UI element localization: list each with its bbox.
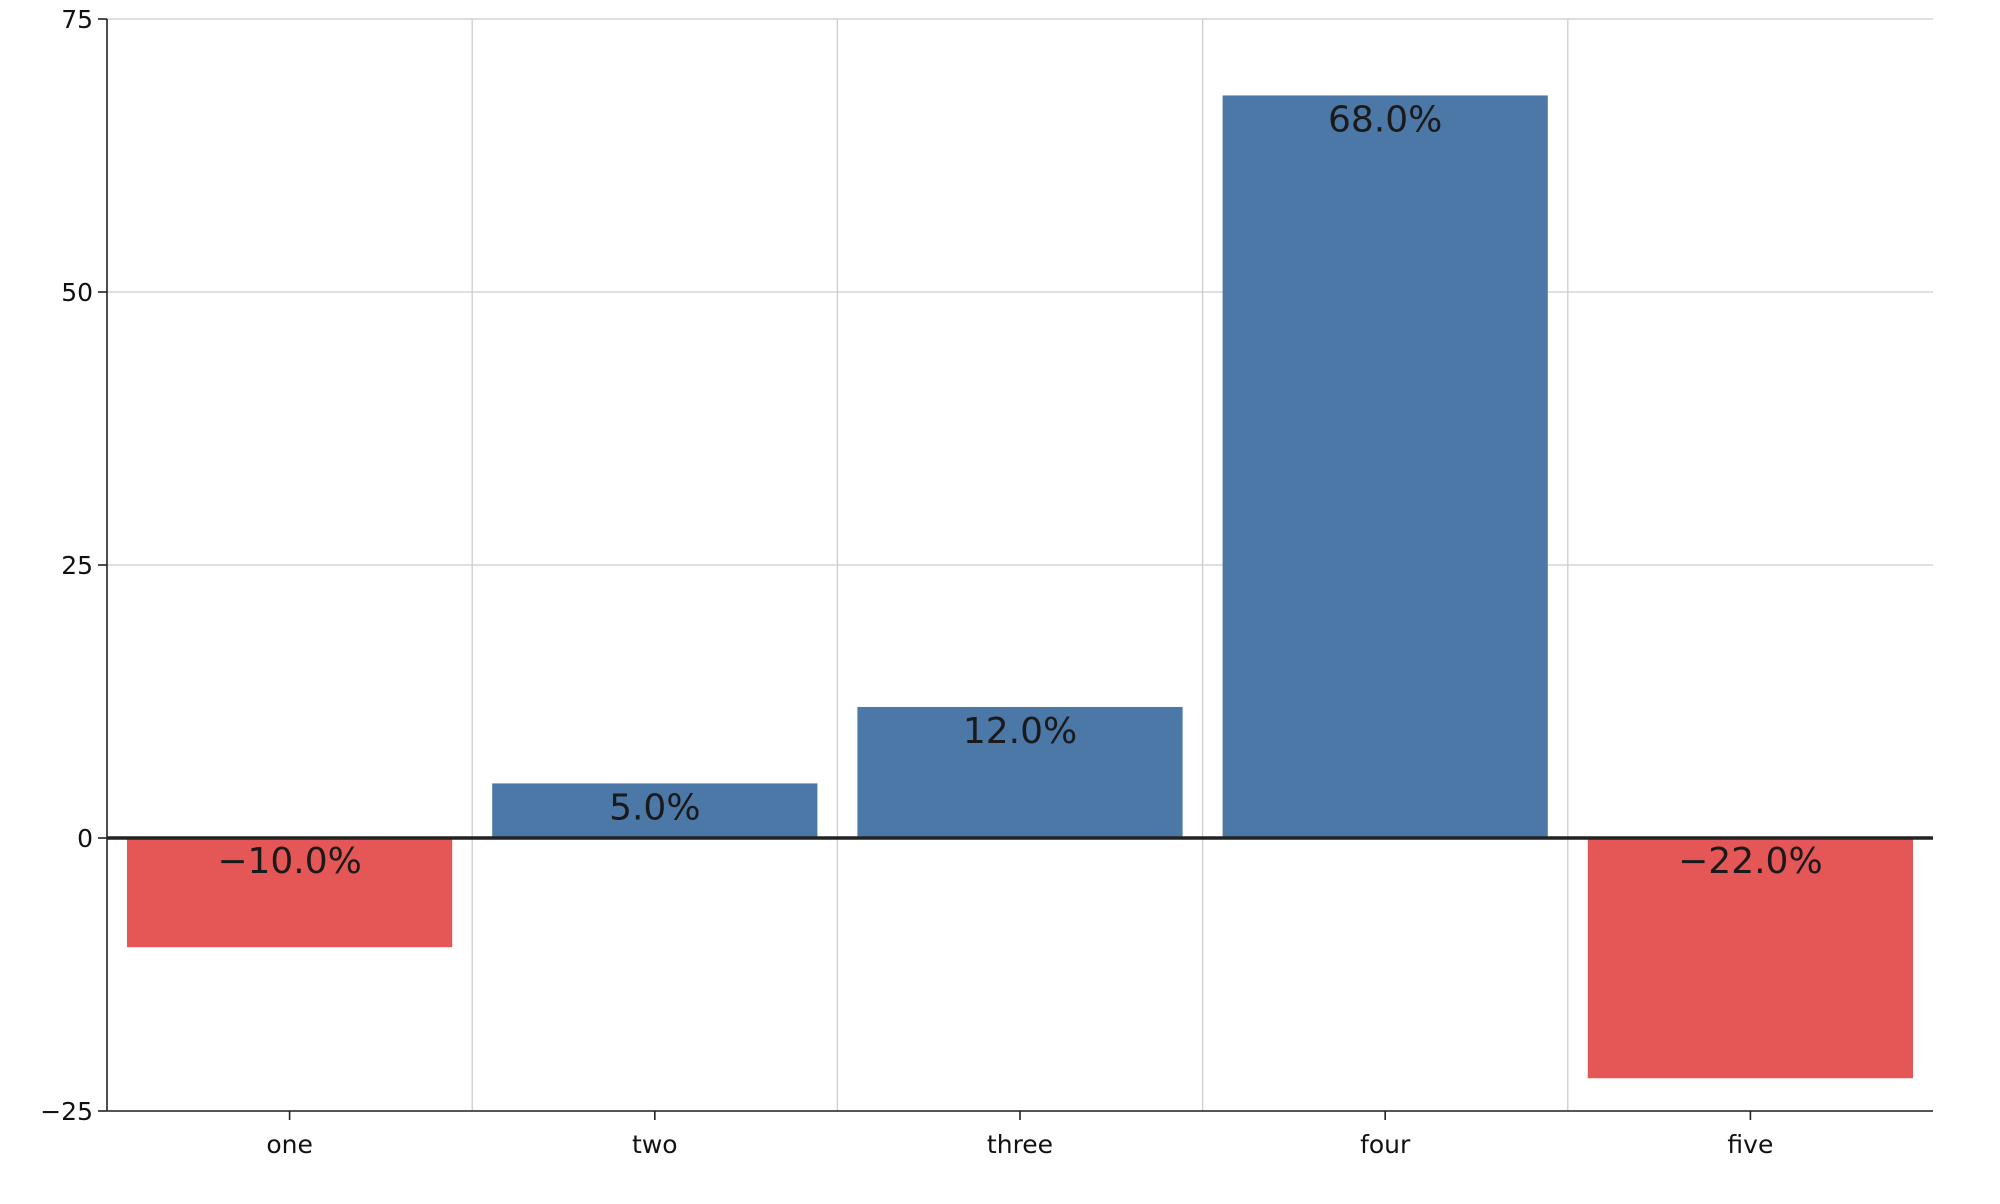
y-tick-label-3: 50: [61, 278, 93, 307]
y-tick-label-2: 25: [61, 551, 93, 580]
data-label-one: −10.0%: [217, 841, 362, 882]
x-tick-label-one: one: [266, 1130, 313, 1159]
x-tick-label-four: four: [1360, 1130, 1411, 1159]
bar-five: [1587, 838, 1913, 1079]
bar-three: [857, 706, 1183, 838]
data-label-three: 12.0%: [963, 711, 1077, 752]
bar-one: [127, 838, 453, 948]
axes-layer: −25 0 25 50 75 one two three four five: [40, 5, 1933, 1159]
x-tick-label-two: two: [632, 1130, 678, 1159]
bars-layer: [127, 95, 1913, 1079]
y-tick-label-4: 75: [61, 5, 93, 34]
x-tick-label-five: five: [1727, 1130, 1773, 1159]
x-tick-label-three: three: [987, 1130, 1053, 1159]
y-tick-label-0: −25: [40, 1097, 93, 1126]
data-label-four: 68.0%: [1328, 99, 1442, 140]
bar-four: [1222, 95, 1548, 838]
y-tick-label-1: 0: [77, 824, 93, 853]
data-label-five: −22.0%: [1678, 841, 1823, 882]
bar-two: [492, 783, 818, 838]
data-label-two: 5.0%: [609, 787, 700, 828]
data-labels-layer: −10.0% 5.0% 12.0% 68.0% −22.0%: [217, 99, 1822, 882]
